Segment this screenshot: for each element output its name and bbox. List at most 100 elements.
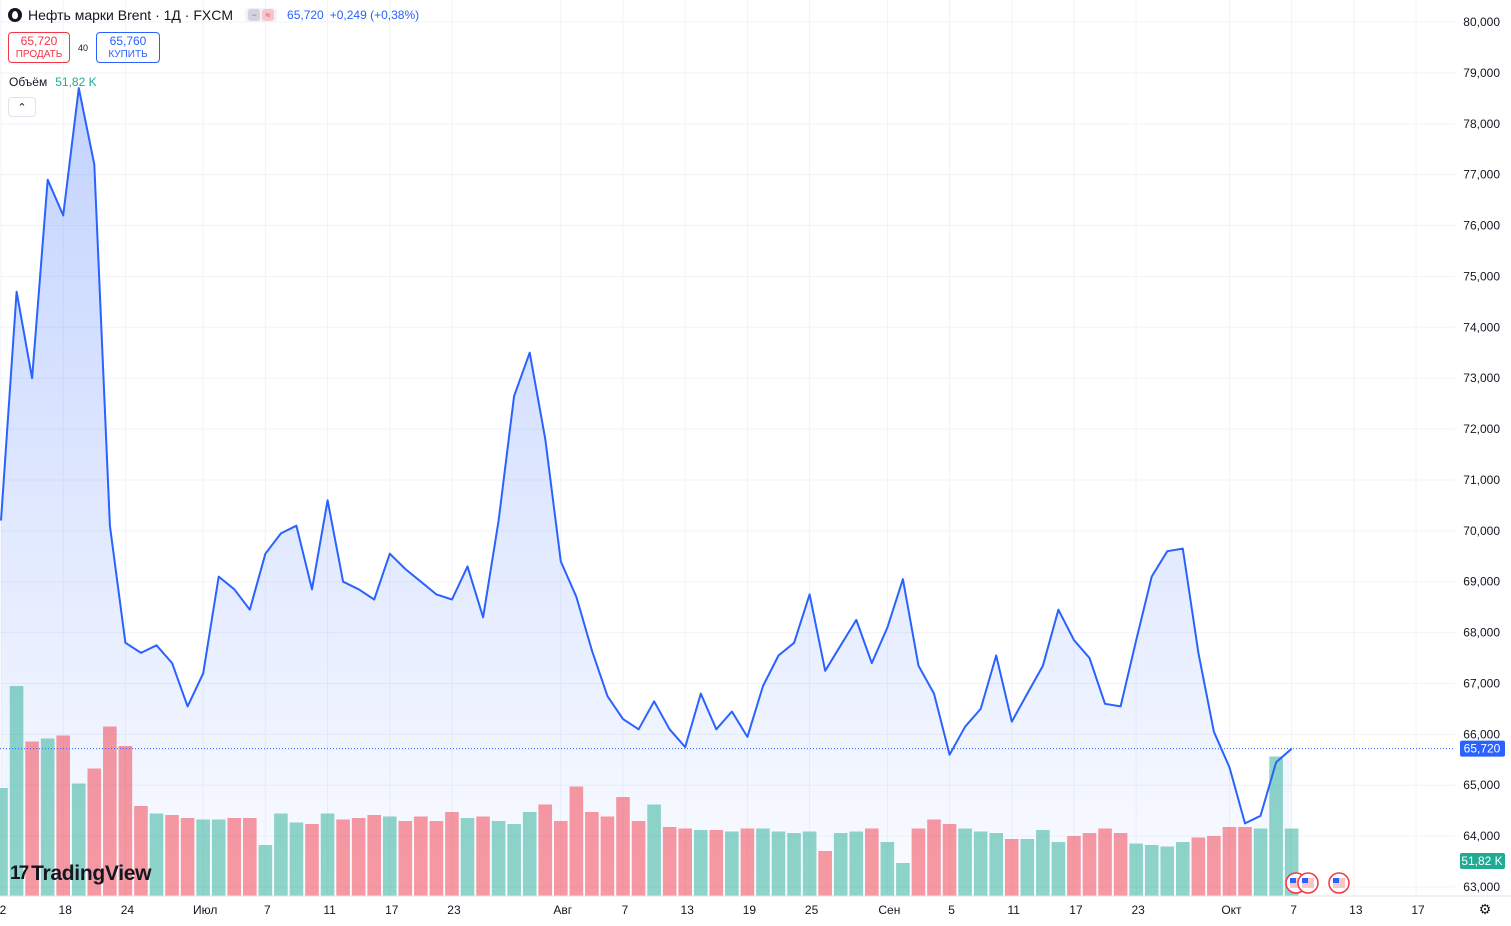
volume-bar: [849, 831, 864, 896]
volume-bar: [896, 863, 910, 896]
price-axis: 63,000 64,000 65,000 66,000 67,000 68,000 69,0…: [1463, 15, 1500, 894]
x-tick-label: 24: [121, 903, 135, 917]
y-tick-label: 65,000: [1463, 778, 1500, 792]
x-tick-label: 17: [385, 903, 399, 917]
event-flag-canton: [1333, 878, 1339, 883]
approx-icon: ≈: [262, 9, 275, 21]
y-tick-label: 64,000: [1463, 829, 1500, 843]
sell-button[interactable]: 65,720 ПРОДАТЬ: [8, 32, 70, 63]
y-tick-label: 78,000: [1463, 117, 1500, 131]
volume-bar: [196, 819, 210, 896]
volume-bar: [56, 735, 70, 896]
volume-bar: [243, 818, 257, 896]
x-tick-label: 17: [1411, 903, 1425, 917]
event-flag-canton: [1290, 878, 1296, 883]
minus-icon: −: [248, 9, 261, 21]
volume-bar: [25, 741, 39, 896]
last-volume-text: 51,82 K: [1461, 854, 1502, 868]
volume-bar: [787, 833, 801, 896]
volume-bar: [1269, 756, 1283, 896]
x-tick-label: Сен: [878, 903, 900, 917]
chart-header: Нефть марки Brent · 1Д · FXCM − ≈ 65,720…: [8, 7, 419, 23]
volume-bar: [1051, 842, 1066, 896]
x-tick-label: 23: [447, 903, 461, 917]
x-tick-label: 18: [59, 903, 73, 917]
last-volume-badge: [1460, 853, 1505, 869]
x-tick-label: 23: [1131, 903, 1145, 917]
x-tick-label: 13: [1349, 903, 1363, 917]
volume-bar: [1004, 839, 1019, 896]
volume-bar: [818, 851, 832, 896]
gear-icon[interactable]: ⚙: [1478, 901, 1492, 917]
x-tick-label: 17: [1069, 903, 1083, 917]
last-price-text: 65,720: [1464, 742, 1501, 756]
chevron-up-icon[interactable]: ⌃: [8, 97, 36, 117]
x-tick-label: 2: [0, 903, 7, 917]
volume-bar: [522, 812, 537, 896]
x-tick-label: 7: [1290, 903, 1297, 917]
x-tick-label: Авг: [553, 903, 572, 917]
sell-price: 65,720: [20, 33, 58, 48]
volume-bars: [0, 686, 1299, 896]
header-change: +0,249 (+0,38%): [329, 8, 420, 22]
volume-bar: [476, 816, 490, 896]
volume-bar: [1191, 837, 1206, 896]
volume-bar: [429, 821, 444, 896]
volume-bar: [227, 818, 242, 896]
y-tick-label: 77,000: [1463, 168, 1500, 182]
volume-bar: [180, 818, 195, 896]
drop-icon: [8, 8, 22, 22]
volume-bar: [1253, 828, 1268, 896]
volume-bar: [382, 816, 397, 896]
x-tick-label: Окт: [1221, 903, 1242, 917]
volume-bar: [833, 833, 848, 896]
volume-bar: [134, 806, 148, 896]
price-line: [0, 87, 1293, 825]
volume-bar: [289, 822, 304, 896]
y-tick-label: 71,000: [1463, 473, 1500, 487]
volume-bar: [367, 815, 381, 896]
x-tick-label: 7: [264, 903, 271, 917]
volume-bar: [600, 816, 615, 896]
volume-bar: [616, 797, 630, 896]
volume-bar: [258, 845, 273, 896]
volume-bar: [320, 813, 335, 896]
volume-bar: [693, 830, 708, 896]
volume-bar: [0, 788, 8, 896]
volume-bar: [1067, 836, 1081, 896]
y-tick-label: 70,000: [1463, 524, 1500, 538]
us-flag-icon: [1297, 872, 1319, 894]
y-tick-label: 79,000: [1463, 66, 1500, 80]
volume-bar: [414, 816, 428, 896]
symbol-title[interactable]: Нефть марки Brent · 1Д · FXCM: [28, 7, 234, 23]
volume-bar: [149, 813, 164, 896]
y-tick-label: 74,000: [1463, 320, 1500, 334]
volume-value: 51,82 K: [55, 75, 97, 89]
volume-bar: [1020, 839, 1035, 896]
volume-bar: [880, 842, 895, 896]
trade-panel: 65,720 ПРОДАТЬ 40 65,760 КУПИТЬ: [8, 32, 160, 63]
volume-bar: [305, 824, 319, 896]
x-tick-label: 13: [681, 903, 695, 917]
tradingview-logo[interactable]: 17 TradingView: [10, 862, 151, 886]
volume-bar: [1036, 830, 1050, 896]
volume-bar: [740, 828, 755, 896]
volume-bar: [647, 804, 661, 896]
x-tick-label: 11: [1008, 903, 1021, 917]
x-tick-label: 25: [805, 903, 819, 917]
volume-bar: [103, 726, 117, 896]
volume-bar: [445, 812, 459, 896]
volume-bar: [165, 815, 179, 896]
event-flag-canton: [1302, 878, 1308, 883]
y-tick-label: 80,000: [1463, 15, 1500, 29]
time-axis: 2 18 24 Июл 7 11 17 23 Авг 7 13 19 25 Сен 5 11 17 23 Окт 7 1…: [0, 895, 1511, 917]
buy-button[interactable]: 65,760 КУПИТЬ: [96, 32, 160, 63]
volume-bar: [1129, 843, 1143, 896]
header-price: 65,720: [287, 8, 324, 22]
volume-bar: [1160, 846, 1175, 896]
market-status-pill[interactable]: − ≈: [245, 8, 278, 22]
y-tick-label: 76,000: [1463, 219, 1500, 233]
volume-bar: [507, 824, 521, 896]
y-tick-label: 69,000: [1463, 575, 1500, 589]
